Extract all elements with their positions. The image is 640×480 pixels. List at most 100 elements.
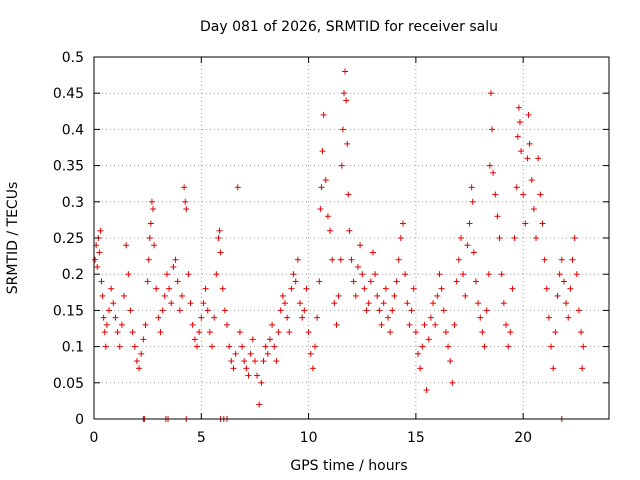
x-tick-label: 10	[300, 430, 318, 446]
data-point	[565, 314, 572, 321]
data-point	[258, 379, 265, 386]
y-tick-label: 0.4	[62, 122, 84, 138]
data-point	[447, 358, 454, 365]
data-point	[558, 256, 565, 263]
data-point	[412, 329, 419, 336]
data-point	[239, 343, 246, 350]
data-point	[515, 104, 522, 111]
data-point	[516, 119, 523, 126]
data-point	[121, 292, 128, 299]
data-point	[183, 206, 190, 213]
data-point	[464, 242, 471, 249]
data-point	[150, 206, 157, 213]
data-point	[361, 285, 368, 292]
data-point	[97, 227, 104, 234]
data-point	[174, 278, 181, 285]
data-point	[187, 300, 194, 307]
data-point	[307, 350, 314, 357]
data-point	[245, 372, 252, 379]
data-point	[579, 365, 586, 372]
data-point	[415, 350, 422, 357]
y-tick-label: 0.25	[53, 231, 84, 247]
data-point	[469, 198, 476, 205]
data-point	[226, 343, 233, 350]
data-point	[228, 358, 235, 365]
data-point	[395, 256, 402, 263]
data-point	[543, 285, 550, 292]
data-point	[224, 321, 231, 328]
data-point	[503, 321, 509, 328]
data-point	[118, 321, 125, 328]
data-point	[99, 292, 106, 299]
x-tick-label: 5	[197, 430, 206, 446]
data-point	[475, 300, 482, 307]
data-point	[163, 271, 170, 278]
data-point	[481, 343, 488, 350]
chart-title: Day 081 of 2026, SRMTID for receiver sal…	[200, 19, 498, 35]
data-point	[114, 329, 121, 336]
data-point	[110, 300, 117, 307]
data-point	[159, 307, 166, 314]
data-point	[548, 343, 555, 350]
data-point	[545, 314, 552, 321]
data-point	[369, 249, 376, 256]
data-point	[309, 365, 316, 372]
data-point	[486, 162, 493, 169]
data-point	[103, 321, 110, 328]
y-tick-label: 0.2	[62, 267, 84, 283]
data-point	[537, 191, 544, 198]
data-point	[462, 292, 469, 299]
data-point	[176, 307, 183, 314]
data-point	[342, 68, 349, 75]
data-point	[430, 300, 437, 307]
data-point	[518, 148, 525, 155]
data-point	[560, 278, 567, 285]
data-point	[397, 235, 404, 241]
data-point	[363, 307, 370, 314]
data-point	[168, 300, 175, 307]
data-point	[372, 271, 379, 278]
data-point	[477, 314, 484, 321]
y-tick-label: 0.35	[53, 159, 84, 175]
data-point	[153, 285, 160, 292]
data-point	[106, 307, 113, 314]
data-point	[151, 242, 158, 249]
grid-lines	[94, 57, 609, 419]
data-point	[96, 249, 103, 256]
data-point	[320, 111, 327, 118]
data-point	[344, 140, 351, 147]
x-tick-label: 20	[514, 430, 532, 446]
data-point	[514, 133, 521, 140]
data-point	[455, 256, 462, 263]
data-point	[271, 343, 278, 350]
data-point	[284, 314, 291, 321]
data-point	[406, 321, 413, 328]
data-point	[102, 343, 109, 350]
data-point	[552, 329, 559, 336]
data-point	[423, 387, 430, 394]
data-point	[402, 271, 409, 278]
y-tick-label: 0.1	[62, 340, 84, 356]
data-point	[440, 307, 447, 314]
data-point	[138, 350, 145, 357]
data-point	[194, 343, 200, 350]
data-point	[249, 336, 256, 343]
data-point	[290, 271, 297, 278]
data-point	[498, 271, 505, 278]
data-point	[408, 307, 415, 314]
y-axis-label: SRMTID / TECUs	[5, 182, 21, 295]
data-point	[221, 307, 228, 314]
data-point	[324, 213, 331, 220]
data-point	[505, 343, 512, 350]
data-point	[94, 263, 101, 270]
data-point	[230, 365, 237, 372]
data-point	[345, 191, 352, 198]
data-point	[494, 213, 501, 220]
data-point	[384, 314, 391, 321]
data-point	[189, 321, 196, 328]
data-point	[145, 256, 152, 263]
data-point	[387, 329, 394, 336]
data-point	[219, 285, 226, 292]
data-point	[378, 321, 385, 328]
data-point	[563, 300, 570, 307]
